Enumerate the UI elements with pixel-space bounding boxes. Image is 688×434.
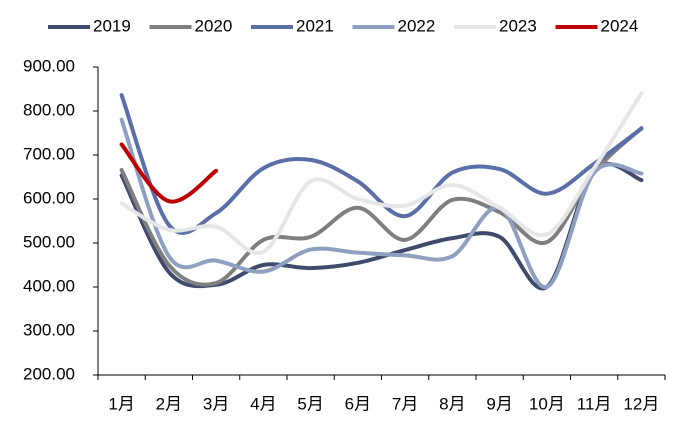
legend-label: 2019 [93,16,131,35]
series-line [119,93,644,235]
y-tick-label: 200.00 [23,364,75,383]
x-tick-label: 12月 [623,394,659,413]
y-tick-label: 900.00 [23,56,75,75]
x-tick-label: 5月 [297,394,323,413]
series-line [119,142,219,204]
x-tick-label: 11月 [577,394,612,413]
y-tick-label: 400.00 [23,276,75,295]
legend-label: 2020 [195,16,233,35]
legend-label: 2021 [296,16,334,35]
x-tick-label: 2月 [156,394,182,413]
legend-label: 2023 [499,16,537,35]
x-tick-label: 4月 [250,394,276,413]
legend-label: 2024 [601,16,639,35]
series-line [119,126,644,287]
y-tick-label: 300.00 [23,320,75,339]
y-tick-label: 800.00 [23,100,75,119]
x-tick-label: 3月 [203,394,229,413]
x-tick-label: 9月 [486,394,512,413]
x-tick-label: 8月 [439,394,465,413]
series-line [119,117,644,290]
series-line [119,91,644,256]
x-tick-label: 6月 [345,394,371,413]
y-tick-label: 500.00 [23,232,75,251]
x-tick-label: 1月 [108,394,134,413]
x-tick-label: 10月 [529,394,565,413]
y-tick-label: 600.00 [23,188,75,207]
y-tick-label: 700.00 [23,144,75,163]
legend-label: 2022 [398,16,436,35]
x-tick-label: 7月 [392,394,418,413]
